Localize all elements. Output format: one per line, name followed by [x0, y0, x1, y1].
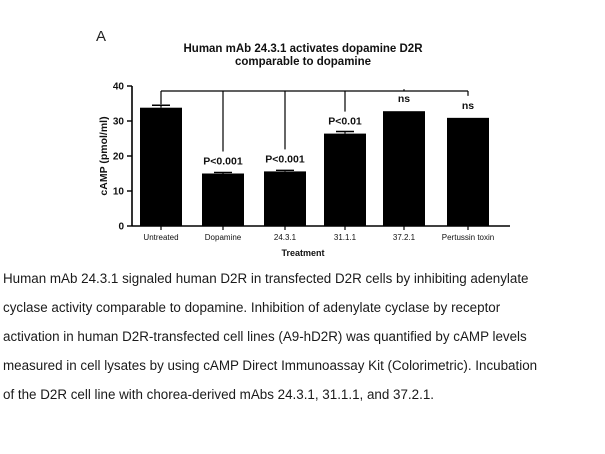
significance-label: ns: [398, 93, 410, 105]
x-tick-label: Pertussin toxin: [442, 233, 494, 242]
bar-24-3-1: [264, 171, 306, 226]
y-tick-label: 40: [113, 82, 125, 93]
y-tick-label: 30: [113, 117, 125, 128]
bar-pertussin-toxin: [447, 117, 489, 226]
significance-label: P<0.001: [203, 156, 243, 168]
x-tick-label: 31.1.1: [334, 233, 357, 242]
chart-title-line: comparable to dopamine: [235, 56, 371, 68]
significance-label: P<0.01: [328, 116, 362, 128]
x-tick-label: Untreated: [143, 233, 178, 242]
caption-line: of the D2R cell line with chorea-derived…: [3, 387, 434, 402]
x-tick-label: 24.3.1: [274, 233, 297, 242]
caption-line: Human mAb 24.3.1 signaled human D2R in t…: [3, 271, 529, 286]
y-tick-label: 10: [113, 187, 125, 198]
figure-caption: Human mAb 24.3.1 signaled human D2R in t…: [3, 264, 603, 409]
x-axis-label: Treatment: [281, 248, 324, 258]
caption-line: cyclase activity comparable to dopamine.…: [3, 300, 501, 315]
bar-37-2-1: [383, 111, 425, 226]
bar-chart: Human mAb 24.3.1 activates dopamine D2Rc…: [98, 43, 510, 258]
caption-line: measured in cell lysates by using cAMP D…: [3, 358, 538, 373]
significance-label: P<0.001: [265, 153, 305, 165]
chart-title-line: Human mAb 24.3.1 activates dopamine D2R: [183, 43, 423, 55]
x-tick-label: 37.2.1: [393, 233, 416, 242]
significance-label: ns: [462, 100, 474, 112]
bar-31-1-1: [324, 133, 366, 226]
y-axis-label: cAMP (pmol/ml): [98, 116, 110, 195]
panel-letter: A: [96, 28, 107, 45]
bar-untreated: [140, 107, 182, 226]
x-tick-label: Dopamine: [205, 233, 242, 242]
caption-line: activation in human D2R-transfected cell…: [3, 329, 527, 344]
bar-dopamine: [202, 173, 244, 226]
y-tick-label: 20: [113, 152, 125, 163]
y-tick-label: 0: [118, 222, 124, 233]
